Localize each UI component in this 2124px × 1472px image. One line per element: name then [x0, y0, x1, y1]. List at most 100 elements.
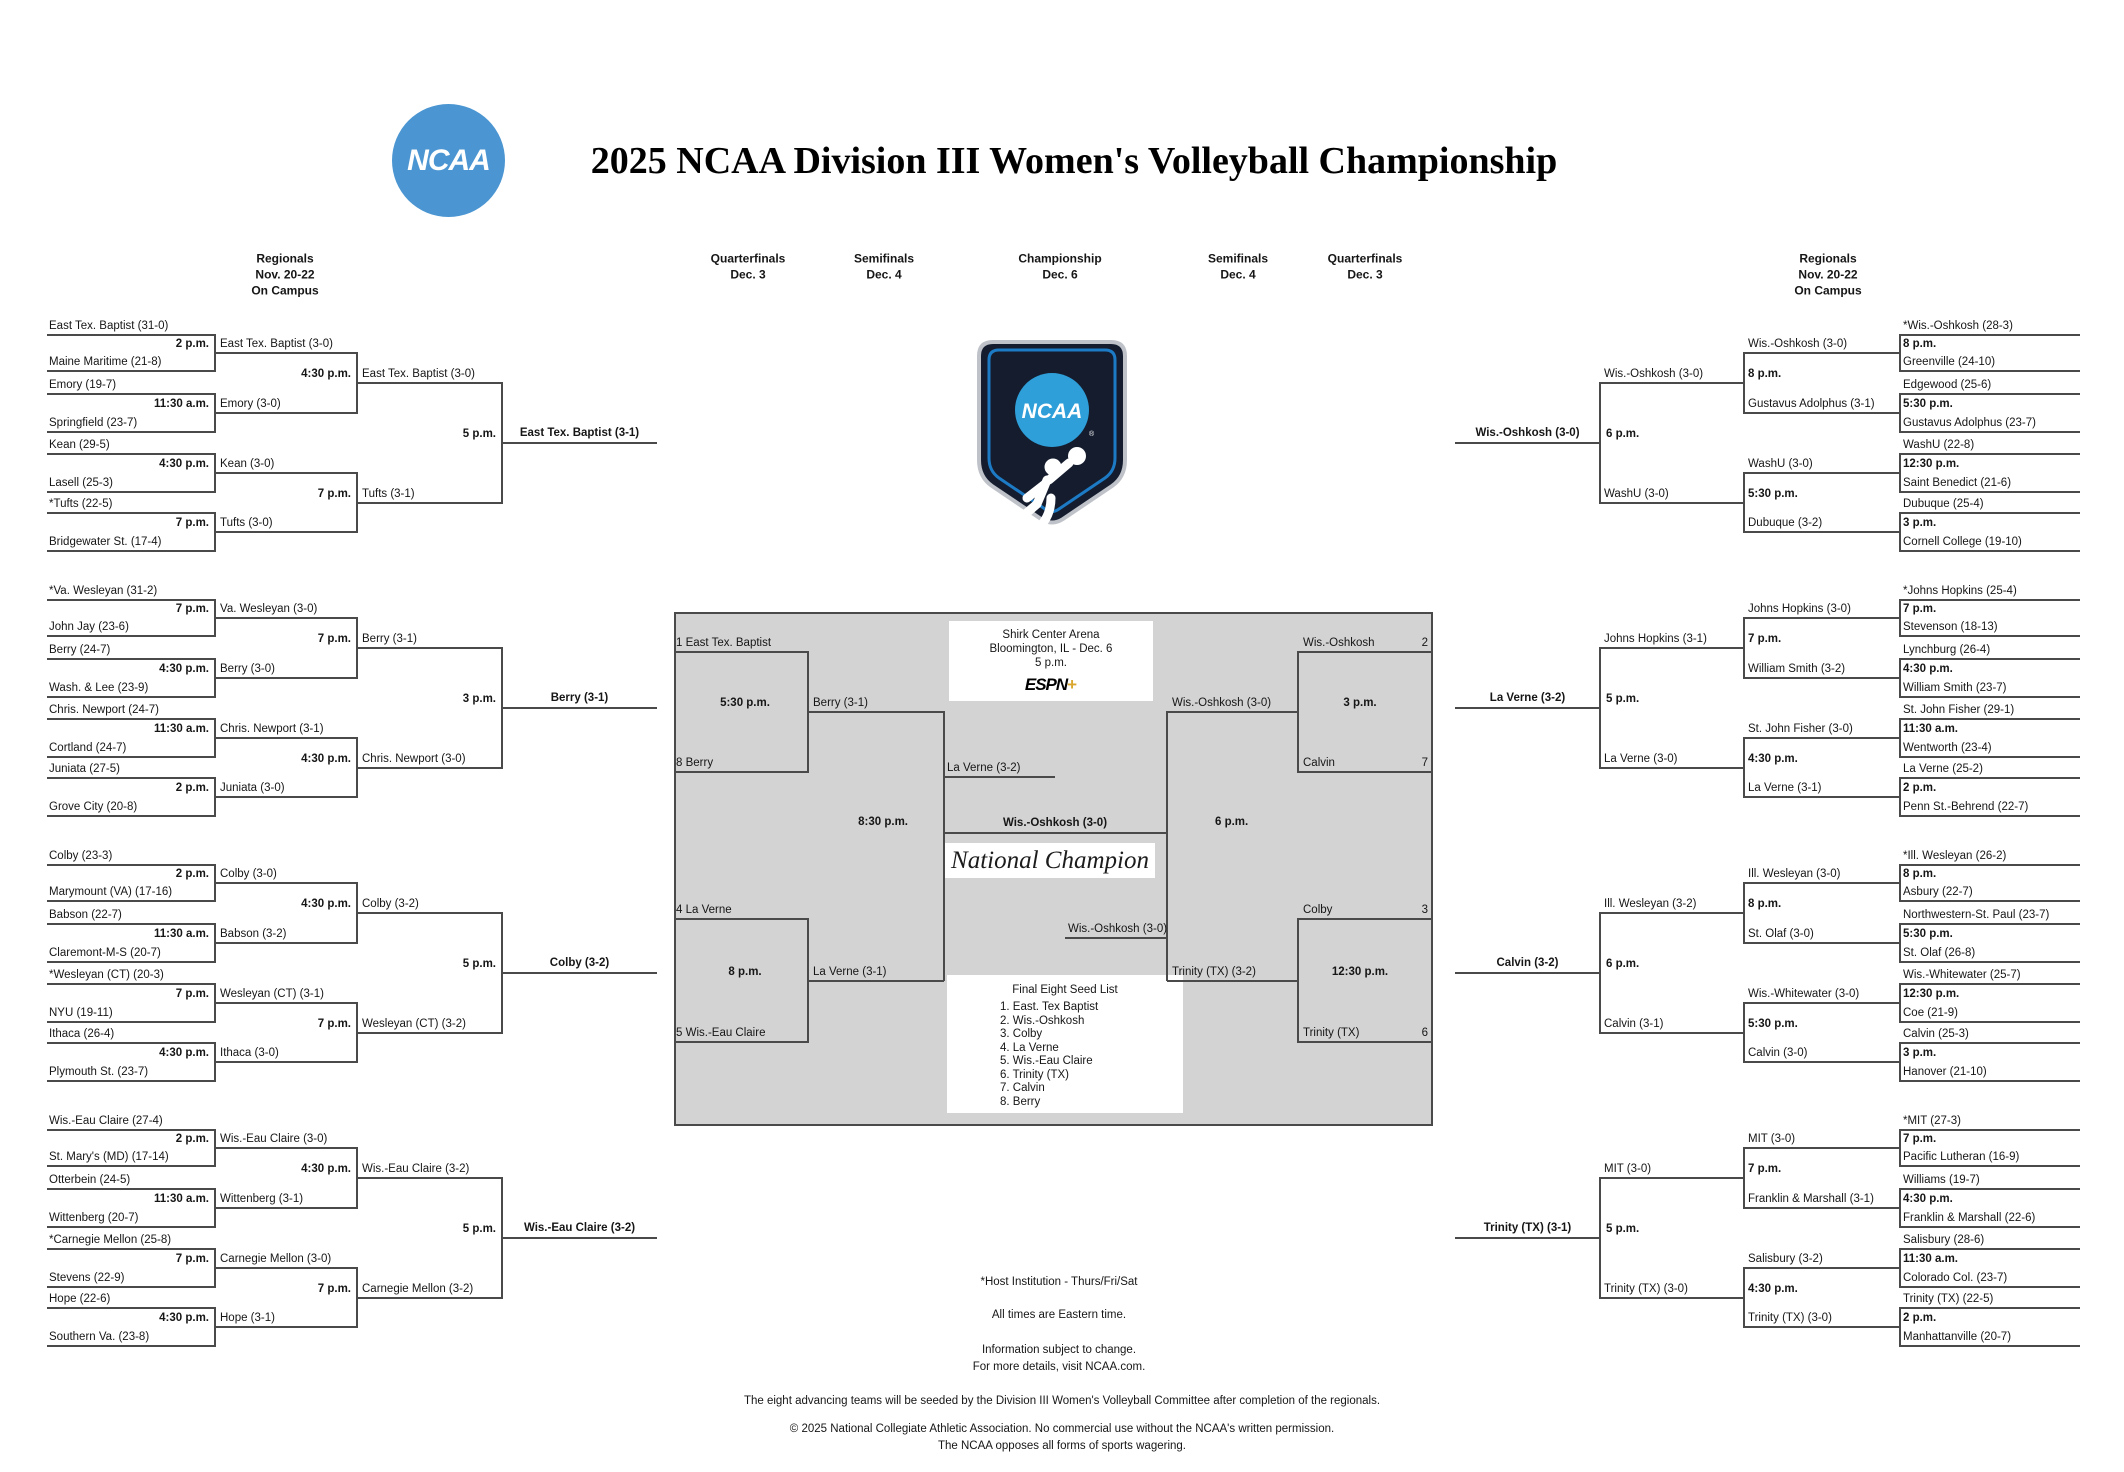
first-round-time: 7 p.m.	[1903, 603, 1937, 616]
first-round-winner: Calvin (3-0)	[1748, 1047, 1808, 1060]
second-round-time: 7 p.m.	[1748, 633, 1782, 646]
team-line	[1900, 334, 2080, 336]
qf-winner-line	[808, 711, 944, 713]
second-round-time: 7 p.m.	[317, 487, 351, 500]
qf-time: 8 p.m.	[728, 965, 762, 978]
note-host-institution: *Host Institution - Thurs/Fri/Sat	[980, 1276, 1138, 1289]
page-title: 2025 NCAA Division III Women's Volleybal…	[590, 140, 1558, 182]
team-line	[47, 923, 215, 925]
semifinal-winner: Wis.-Oshkosh (3-0)	[1068, 923, 1168, 936]
winner-line	[215, 617, 357, 619]
winner-line	[215, 1326, 357, 1328]
team-label: Otterbein (24-5)	[49, 1174, 131, 1187]
team-line	[1900, 696, 2080, 698]
qf-seed-team: 4 La Verne	[676, 904, 732, 917]
team-line	[47, 1307, 215, 1309]
team-line	[47, 550, 215, 552]
second-round-time: 8 p.m.	[1748, 368, 1782, 381]
qf-team-line	[674, 918, 808, 920]
team-line	[1900, 1129, 2080, 1131]
regional-final-time: 5 p.m.	[462, 1222, 496, 1235]
team-line	[47, 696, 215, 698]
seed-list-item: 2. Wis.-Oshkosh	[1000, 1014, 1085, 1027]
first-round-winner: Wis.-Eau Claire (3-0)	[220, 1133, 328, 1146]
team-line	[1900, 1042, 2080, 1044]
team-label: NYU (19-11)	[49, 1007, 113, 1020]
seed-list-title: Final Eight Seed List	[1012, 984, 1118, 996]
team-line	[47, 1021, 215, 1023]
first-round-time: 3 p.m.	[1903, 1047, 1937, 1060]
winner-line	[1744, 472, 1900, 474]
bracket-connector	[1899, 1129, 1901, 1167]
team-label: John Jay (23-6)	[49, 621, 129, 634]
winner-line	[215, 1002, 357, 1004]
qf-seed-number: 3	[1421, 904, 1428, 917]
first-round-time: 7 p.m.	[175, 517, 209, 530]
team-label: Lynchburg (26-4)	[1903, 644, 1991, 657]
round-header: Dec. 4	[1220, 267, 1256, 282]
second-round-winner: Wesleyan (CT) (3-2)	[362, 1017, 466, 1030]
trophy-ncaa-text: NCAA	[1022, 400, 1083, 423]
winner-line	[1600, 1031, 1744, 1034]
regional-champion-line	[1455, 1236, 1600, 1239]
team-line	[1900, 961, 2080, 963]
team-label: Emory (19-7)	[49, 379, 117, 392]
first-round-time: 5:30 p.m.	[1903, 398, 1953, 411]
bracket-connector	[1899, 1188, 1901, 1228]
team-label: Maine Maritime (21-8)	[49, 356, 162, 369]
first-round-time: 11:30 a.m.	[1903, 1253, 1958, 1266]
winner-line	[1744, 412, 1900, 414]
bracket-connector	[1899, 393, 1901, 433]
team-line	[47, 1080, 215, 1082]
first-round-time: 4:30 p.m.	[159, 458, 209, 471]
team-label: Springfield (23-7)	[49, 417, 138, 430]
team-label: Marymount (VA) (17-16)	[49, 886, 173, 899]
qf-seed-team: 1 East Tex. Baptist	[676, 637, 772, 650]
regional-champion-line	[1455, 706, 1600, 709]
winner-line	[1744, 531, 1900, 533]
team-line	[1900, 1165, 2080, 1167]
team-line	[1900, 370, 2080, 372]
team-line	[1900, 864, 2080, 866]
team-label: Lasell (25-3)	[49, 477, 113, 490]
team-line	[47, 961, 215, 963]
bracket-connector	[1743, 737, 1745, 798]
bracket-connector	[1599, 912, 1601, 1034]
bracket-connector	[1743, 882, 1745, 944]
first-round-winner: Dubuque (3-2)	[1748, 517, 1823, 530]
team-label: Babson (22-7)	[49, 909, 122, 922]
winner-line	[215, 942, 357, 944]
regional-champion-label: Berry (3-1)	[550, 691, 609, 704]
qf-seed-number: 7	[1421, 757, 1428, 770]
team-line	[1900, 983, 2080, 985]
first-round-time: 4:30 p.m.	[159, 663, 209, 676]
team-line	[47, 718, 215, 720]
team-label: Stevenson (18-13)	[1903, 621, 1998, 634]
team-line	[47, 512, 215, 514]
team-line	[47, 864, 215, 866]
regional-champion-line	[502, 706, 657, 709]
winner-line	[357, 382, 502, 384]
championship-trophy-logo: NCAA ®	[977, 340, 1127, 525]
team-label: Franklin & Marshall (22-6)	[1903, 1212, 2036, 1225]
team-line	[47, 1188, 215, 1190]
winner-line	[215, 796, 357, 798]
trophy-registered: ®	[1089, 430, 1095, 438]
first-round-winner: WashU (3-0)	[1748, 458, 1813, 471]
first-round-winner: Babson (3-2)	[220, 928, 287, 941]
team-label: East Tex. Baptist (31-0)	[49, 320, 169, 333]
first-round-time: 12:30 p.m.	[1903, 988, 1960, 1001]
team-line	[1900, 512, 2080, 514]
first-round-time: 7 p.m.	[175, 1253, 209, 1266]
winner-line	[215, 677, 357, 679]
bracket-connector	[1899, 1042, 1901, 1082]
second-round-time: 7 p.m.	[317, 1017, 351, 1030]
bracket-connector	[1899, 512, 1901, 552]
team-label: Kean (29-5)	[49, 439, 110, 452]
team-label: St. Olaf (26-8)	[1903, 947, 1976, 960]
winner-line	[1744, 1326, 1900, 1328]
winner-line	[215, 1207, 357, 1209]
first-round-winner: Hope (3-1)	[220, 1312, 275, 1325]
qf-winner-line	[1167, 711, 1298, 713]
first-round-time: 2 p.m.	[175, 868, 209, 881]
